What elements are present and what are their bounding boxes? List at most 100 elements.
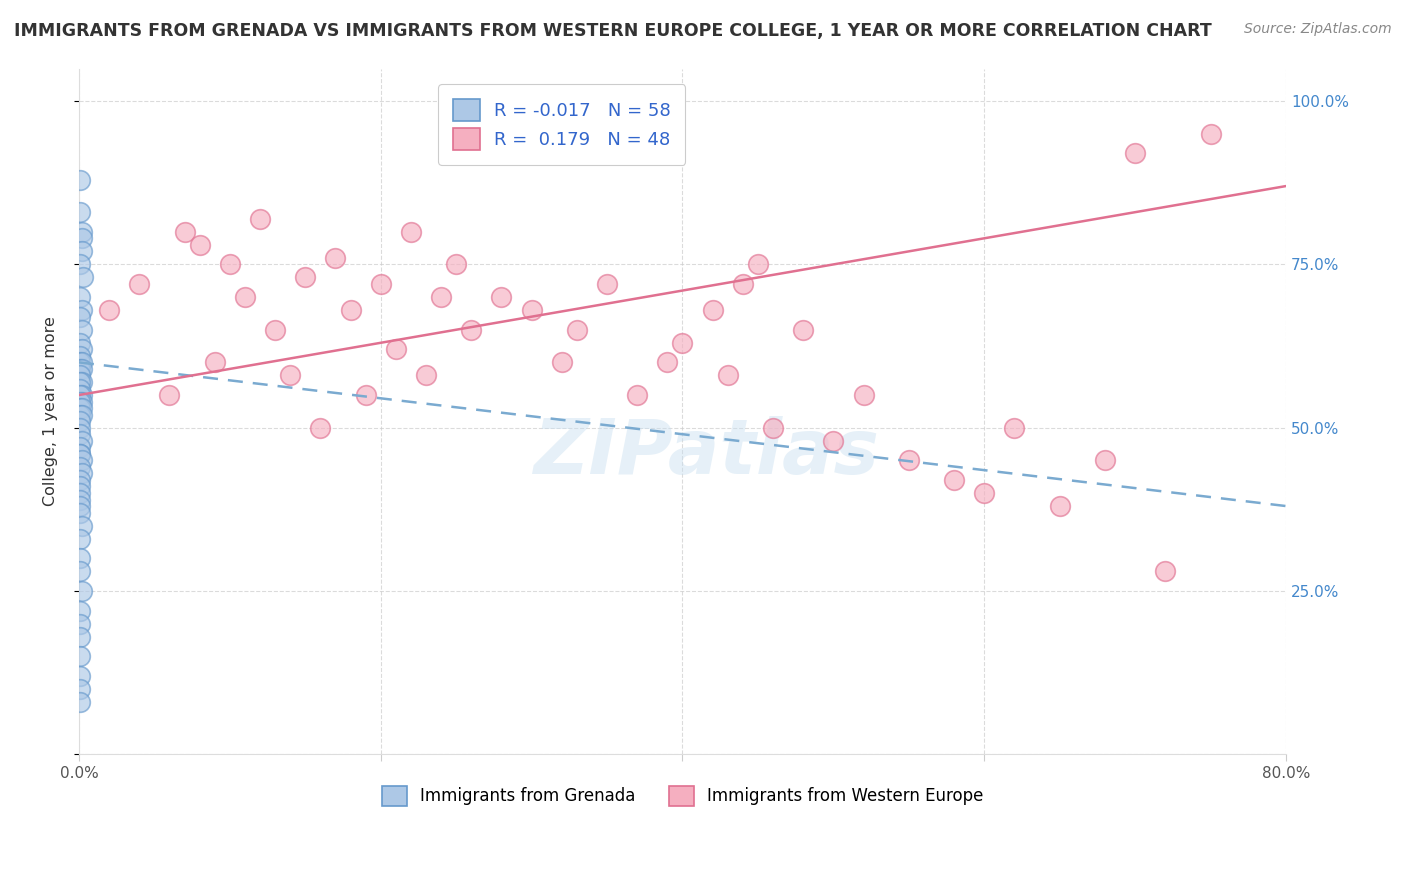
Point (444, 257, 467, 271)
Point (69, 506, 91, 520)
Point (70, 244, 93, 259)
Point (70, 355, 93, 369)
Point (69, 205, 91, 219)
Point (1002, 420, 1025, 434)
Point (69, 310, 91, 324)
Point (973, 486, 995, 500)
Point (69, 499, 91, 513)
Point (204, 355, 226, 369)
Point (70, 434, 93, 448)
Y-axis label: College, 1 year or more: College, 1 year or more (44, 317, 58, 507)
Point (430, 290, 453, 304)
Point (596, 277, 619, 291)
Point (460, 323, 482, 337)
Point (278, 368, 301, 383)
Point (69, 492, 91, 507)
Point (325, 251, 347, 265)
Point (70, 343, 93, 357)
Point (70, 362, 93, 376)
Point (173, 225, 195, 239)
Text: ZIPatlas: ZIPatlas (534, 416, 880, 490)
Point (69, 649, 91, 664)
Point (1049, 499, 1071, 513)
Point (69, 440, 91, 454)
Point (339, 303, 361, 318)
Point (69, 349, 91, 363)
Point (1123, 146, 1146, 161)
Point (188, 237, 211, 252)
Point (626, 388, 648, 402)
Point (70, 453, 93, 467)
Point (69, 394, 91, 409)
Point (1094, 453, 1116, 467)
Point (69, 355, 91, 369)
Point (72, 270, 94, 285)
Point (69, 459, 91, 474)
Point (415, 368, 437, 383)
Point (399, 225, 422, 239)
Point (70, 518, 93, 533)
Point (565, 323, 588, 337)
Point (897, 453, 920, 467)
Point (792, 323, 814, 337)
Point (70, 375, 93, 389)
Point (69, 335, 91, 350)
Point (70, 401, 93, 416)
Point (354, 388, 377, 402)
Legend: Immigrants from Grenada, Immigrants from Western Europe: Immigrants from Grenada, Immigrants from… (373, 778, 991, 814)
Point (731, 277, 754, 291)
Point (702, 303, 724, 318)
Point (218, 257, 240, 271)
Point (294, 270, 316, 285)
Point (671, 335, 693, 350)
Point (69, 603, 91, 617)
Point (852, 388, 875, 402)
Point (69, 368, 91, 383)
Point (747, 257, 769, 271)
Point (69, 532, 91, 546)
Point (69, 486, 91, 500)
Point (69, 695, 91, 709)
Point (309, 420, 332, 434)
Point (551, 355, 574, 369)
Point (69, 362, 91, 376)
Point (233, 290, 256, 304)
Point (69, 420, 91, 434)
Point (70, 231, 93, 245)
Point (159, 388, 181, 402)
Point (70, 467, 93, 481)
Point (69, 479, 91, 493)
Point (70, 323, 93, 337)
Point (69, 681, 91, 696)
Point (69, 473, 91, 487)
Point (69, 447, 91, 461)
Point (128, 277, 150, 291)
Point (69, 401, 91, 416)
Point (70, 408, 93, 422)
Point (70, 225, 93, 239)
Point (69, 290, 91, 304)
Point (69, 551, 91, 566)
Text: IMMIGRANTS FROM GRENADA VS IMMIGRANTS FROM WESTERN EUROPE COLLEGE, 1 YEAR OR MOR: IMMIGRANTS FROM GRENADA VS IMMIGRANTS FR… (14, 22, 1212, 40)
Point (69, 382, 91, 396)
Point (69, 630, 91, 644)
Point (69, 669, 91, 683)
Point (520, 303, 543, 318)
Point (69, 257, 91, 271)
Point (70, 583, 93, 598)
Point (264, 323, 287, 337)
Point (69, 414, 91, 428)
Point (657, 355, 679, 369)
Point (385, 343, 408, 357)
Point (249, 211, 271, 226)
Point (370, 277, 392, 291)
Point (69, 172, 91, 186)
Point (717, 368, 740, 383)
Point (69, 408, 91, 422)
Point (69, 388, 91, 402)
Point (1154, 565, 1177, 579)
Point (69, 616, 91, 631)
Point (69, 565, 91, 579)
Text: Source: ZipAtlas.com: Source: ZipAtlas.com (1244, 22, 1392, 37)
Point (1199, 127, 1222, 141)
